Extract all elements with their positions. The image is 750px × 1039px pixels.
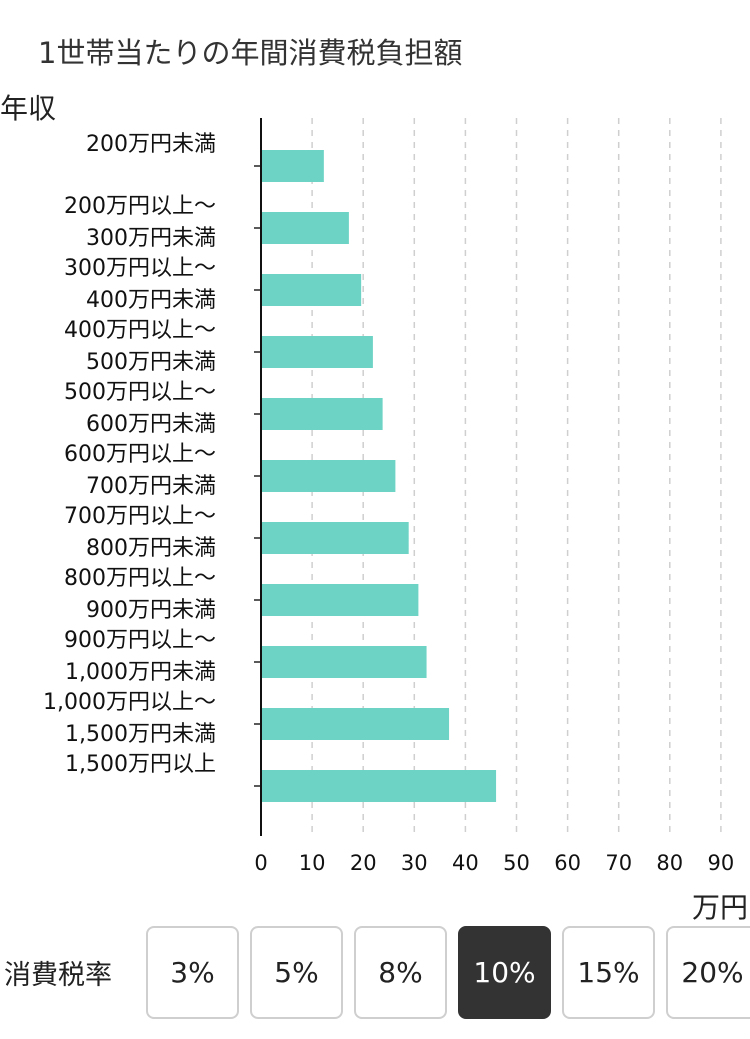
y-tick-label: 1,000万円以上～ [43,690,216,715]
x-tick-label: 80 [656,851,683,875]
y-tick-label: 1,500万円以上 [65,752,216,777]
rate-button-3[interactable]: 3% [146,926,239,1019]
x-tick-label: 0 [254,851,267,875]
bar-chart: 200万円未満200万円以上～300万円未満300万円以上～400万円未満400… [43,118,735,875]
y-tick-label: 700万円未満 [86,474,216,499]
y-tick-label: 600万円以上～ [64,442,216,467]
x-tick-label: 40 [452,851,479,875]
y-tick-label: 200万円以上～ [64,194,216,219]
y-tick-label: 500万円以上～ [64,380,216,405]
rate-button-15[interactable]: 15% [562,926,655,1019]
bar [261,770,497,802]
bar [261,522,409,554]
tax-rate-selector: 消費税率 3% 5% 8% 10% 15% 20% [0,925,750,1022]
y-tick-label: 400万円未満 [86,288,216,313]
y-tick-label: 200万円未満 [86,132,216,157]
rate-button-8[interactable]: 8% [354,926,447,1019]
y-axis-title: 年収 [0,92,57,125]
y-tick-label: 300万円以上～ [64,256,216,281]
rate-button-10[interactable]: 10% [458,926,551,1019]
bar [261,646,427,678]
y-tick-label: 1,000万円未満 [65,660,216,685]
x-tick-label: 90 [708,851,735,875]
bar [261,584,419,616]
chart-title: 1世帯当たりの年間消費税負担額 [38,36,463,70]
rate-button-20[interactable]: 20% [666,926,750,1019]
x-tick-label: 70 [605,851,632,875]
x-tick-label: 20 [350,851,377,875]
x-axis-unit: 万円 [691,891,748,924]
y-tick-label: 800万円以上～ [64,566,216,591]
y-tick-label: 900万円未満 [86,598,216,623]
x-tick-label: 30 [401,851,428,875]
x-tick-label: 60 [554,851,581,875]
bar [261,460,396,492]
tax-rate-label: 消費税率 [4,960,112,991]
y-tick-label: 700万円以上～ [64,504,216,529]
bar [261,336,373,368]
y-tick-label: 900万円以上～ [64,628,216,653]
bar [261,398,383,430]
y-tick-label: 400万円以上～ [64,318,216,343]
bar [261,274,362,306]
bar [261,150,324,182]
y-tick-label: 600万円未満 [86,412,216,437]
y-tick-label: 800万円未満 [86,536,216,561]
y-tick-label: 500万円未満 [86,350,216,375]
y-tick-label: 1,500万円未満 [65,722,216,747]
y-tick-label: 300万円未満 [86,226,216,251]
x-tick-label: 10 [299,851,326,875]
bar [261,708,450,740]
rate-button-5[interactable]: 5% [250,926,343,1019]
bar [261,212,349,244]
x-tick-label: 50 [503,851,530,875]
